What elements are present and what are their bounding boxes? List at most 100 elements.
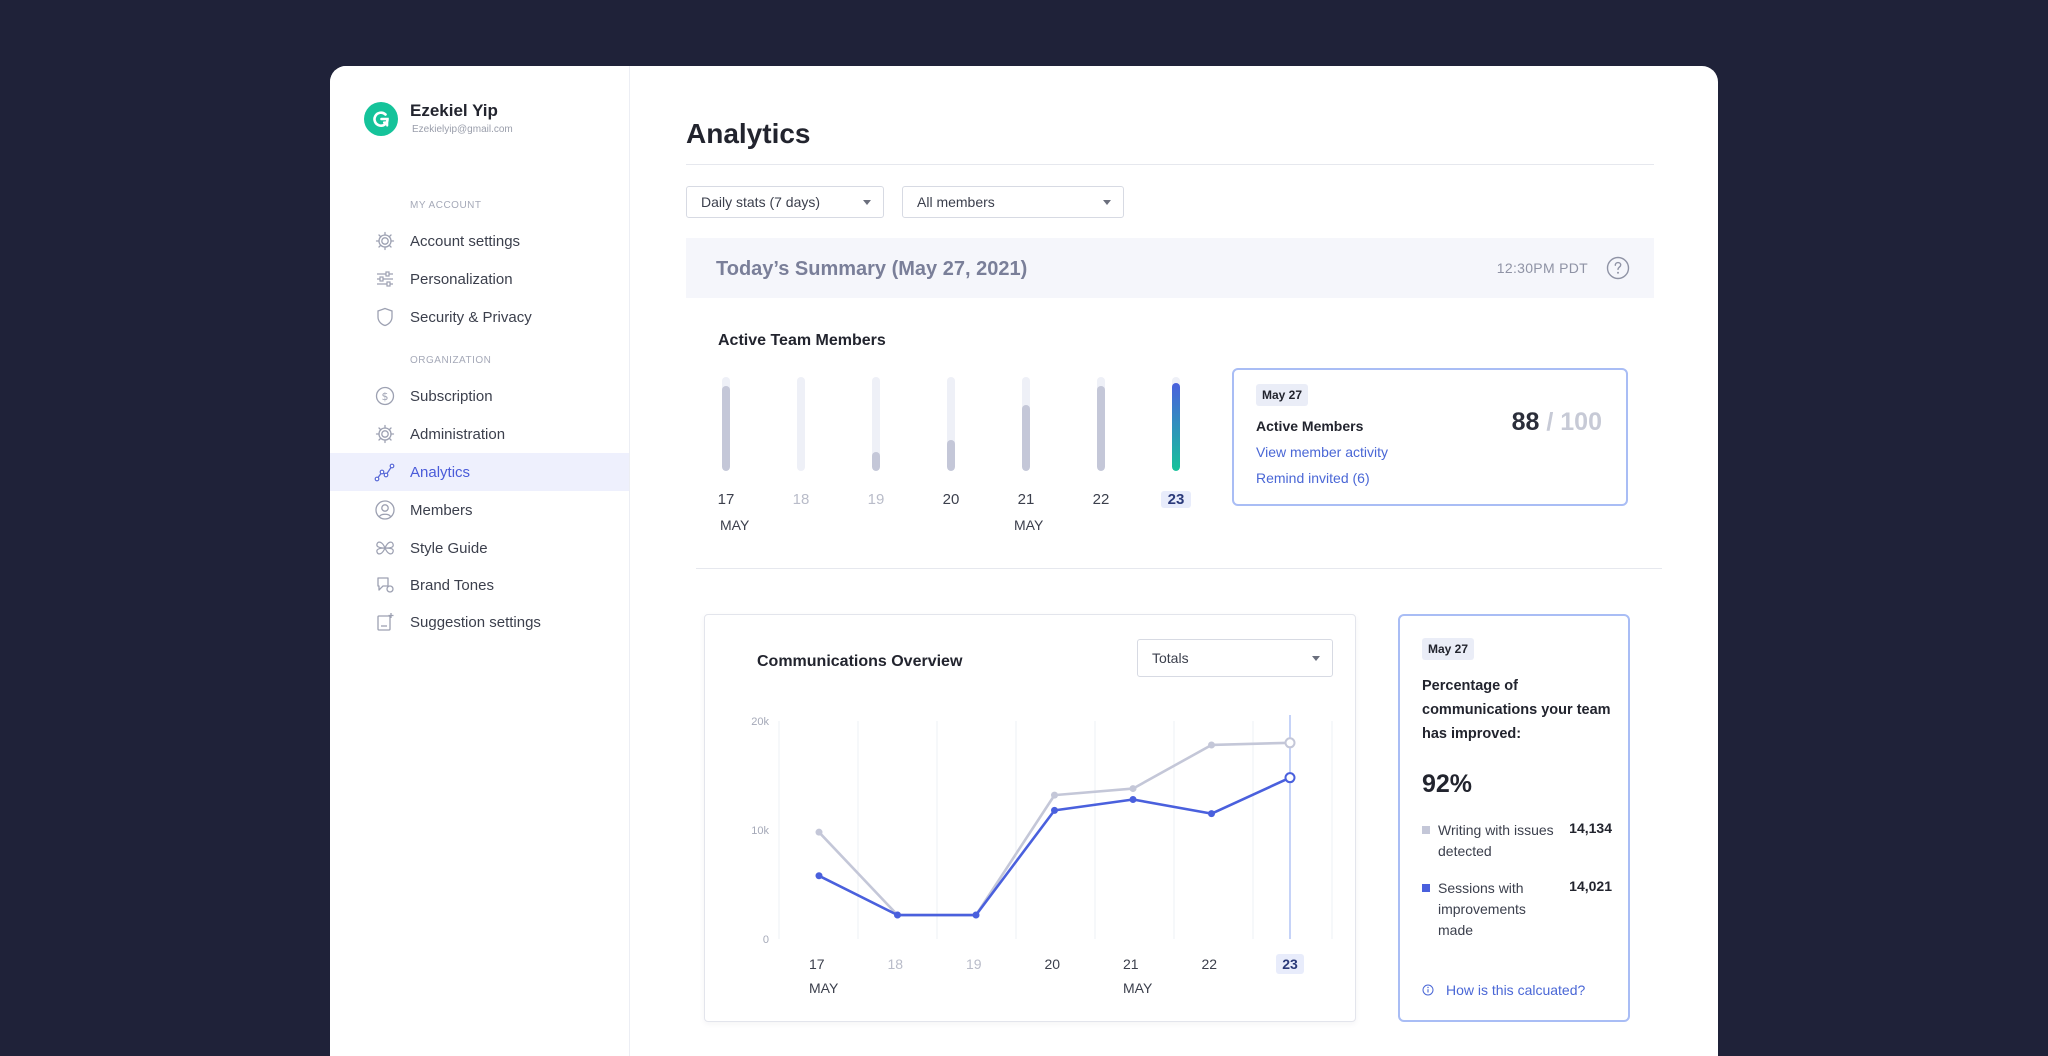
members-select[interactable]: All members (902, 186, 1124, 218)
x-tick-label: 17 (809, 956, 825, 972)
sidebar-item-account-settings[interactable]: Account settings (330, 222, 629, 260)
active-members-bar (797, 377, 805, 471)
analytics-icon (374, 461, 396, 483)
x-tick-label: 23 (1282, 956, 1298, 972)
month-label: MAY (809, 980, 839, 996)
active-members-bar (722, 377, 730, 471)
month-label: MAY (1014, 517, 1044, 533)
sidebar-item-label: Style Guide (410, 539, 488, 557)
day-label: 20 (942, 491, 960, 508)
summary-title: Today’s Summary (May 27, 2021) (716, 258, 1028, 280)
communications-chart: 0 10k 20k 17 18 19 20 21 22 23 MAY MAY (751, 715, 1333, 996)
date-badge: May 27 (1422, 638, 1475, 660)
today-label-bg (1276, 954, 1304, 974)
data-point (1284, 737, 1296, 749)
sidebar-item-label: Analytics (410, 463, 471, 481)
sidebar-item-members[interactable]: Members (330, 491, 629, 529)
sidebar-item-suggestion-settings[interactable]: Suggestion settings (330, 603, 629, 641)
profile-name: Ezekiel Yip (410, 101, 498, 120)
active-members-bar-fill (947, 440, 955, 471)
month-label: MAY (1123, 980, 1153, 996)
legend-swatch (1422, 884, 1430, 892)
legend-label: Sessions with improvements made (1438, 880, 1526, 938)
sliders-icon (374, 268, 396, 290)
day-label: 23 (1161, 491, 1191, 508)
active-team-members-title: Active Team Members (718, 332, 886, 349)
active-members-count: 88 / 100 (1512, 408, 1602, 437)
sidebar-item-security-privacy[interactable]: Security & Privacy (330, 298, 629, 336)
remind-invited-link[interactable]: Remind invited (6) (1256, 470, 1370, 486)
summary-time: 12:30PM PDT (1496, 260, 1588, 276)
dollar-icon: $ (374, 385, 396, 407)
data-point (972, 911, 980, 919)
legend-issues: Writing with issues detected 14,134 (1422, 820, 1612, 862)
active-members-bar-fill (722, 386, 730, 471)
month-label: MAY (720, 517, 750, 533)
profile[interactable]: Ezekiel Yip Ezekielyip@gmail.com (364, 100, 513, 136)
brand-tones-icon (374, 574, 396, 596)
active-members-bar (1097, 377, 1105, 471)
active-members-bar-fill (1097, 386, 1105, 471)
day-label: 17 (717, 491, 735, 508)
active-members-title: Active Members (1256, 418, 1364, 434)
totals-select[interactable]: Totals (1137, 639, 1333, 677)
day-label: 21 (1017, 491, 1035, 508)
x-tick-label: 20 (1045, 956, 1061, 972)
series-line (818, 741, 1291, 917)
sidebar-item-subscription[interactable]: $ Subscription (330, 377, 629, 415)
day-label: 18 (792, 491, 810, 508)
day-label: 19 (867, 491, 885, 508)
how-calculated-link[interactable]: How is this calcuated? (1422, 982, 1585, 998)
sidebar-item-label: Members (410, 501, 473, 519)
divider (686, 164, 1654, 165)
data-point (1129, 795, 1137, 803)
divider (696, 568, 1662, 569)
active-members-bar-fill (872, 452, 880, 471)
data-point (894, 911, 901, 919)
active-members-bar-fill (1022, 405, 1030, 471)
info-icon (1422, 984, 1434, 996)
sidebar-item-analytics[interactable]: Analytics (330, 453, 629, 491)
legend-improvements: Sessions with improvements made 14,021 (1422, 878, 1612, 941)
sidebar-item-label: Suggestion settings (410, 613, 541, 631)
active-members-bar (872, 377, 880, 471)
legend-value: 14,021 (1569, 878, 1612, 894)
period-select[interactable]: Daily stats (7 days) (686, 186, 884, 218)
active-count: 88 (1511, 408, 1540, 436)
sidebar-item-personalization[interactable]: Personalization (330, 260, 629, 298)
data-point (1208, 810, 1215, 818)
help-icon[interactable] (1606, 256, 1630, 280)
page-title: Analytics (686, 118, 811, 149)
x-tick-label: 19 (966, 956, 982, 972)
data-point (1051, 791, 1058, 799)
legend-swatch (1422, 826, 1430, 834)
totals-select-value: Totals (1152, 650, 1189, 666)
section-label-organization: ORGANIZATION (410, 355, 492, 366)
x-tick-label: 18 (888, 956, 904, 972)
sidebar-item-style-guide[interactable]: Style Guide (330, 529, 629, 567)
caret-down-icon (863, 200, 871, 205)
sidebar-item-brand-tones[interactable]: Brand Tones (330, 566, 629, 604)
view-member-activity-link[interactable]: View member activity (1256, 444, 1389, 460)
main-content: Analytics Daily stats (7 days) All membe… (630, 66, 1718, 1056)
communications-overview-title: Communications Overview (757, 653, 963, 670)
sidebar-item-administration[interactable]: Administration (330, 415, 629, 453)
suggestion-icon (374, 611, 396, 633)
active-members-card: May 27 Active Members View member activi… (1232, 368, 1628, 506)
data-point (815, 828, 823, 836)
members-select-value: All members (917, 194, 995, 210)
sidebar-item-label: Administration (410, 425, 506, 443)
summary-bar: Today’s Summary (May 27, 2021) 12:30PM P… (686, 238, 1654, 298)
active-members-bar-fill (1172, 383, 1180, 471)
active-members-bar (1172, 377, 1180, 471)
legend-value: 14,134 (1569, 820, 1612, 836)
gear-icon (374, 423, 396, 445)
y-tick-label: 10k (751, 825, 769, 837)
how-calculated-label: How is this calcuated? (1446, 982, 1586, 998)
active-members-bar (947, 377, 955, 471)
communications-overview-card: Communications Overview Totals 0 10k 20k 17… (704, 614, 1356, 1022)
grammarly-logo-icon (364, 102, 398, 136)
data-point (1208, 741, 1215, 749)
x-tick-label: 21 (1123, 956, 1139, 972)
date-badge: May 27 (1256, 384, 1309, 406)
